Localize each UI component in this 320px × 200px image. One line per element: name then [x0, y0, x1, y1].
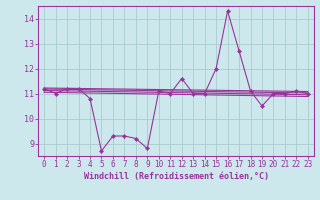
X-axis label: Windchill (Refroidissement éolien,°C): Windchill (Refroidissement éolien,°C) [84, 172, 268, 181]
